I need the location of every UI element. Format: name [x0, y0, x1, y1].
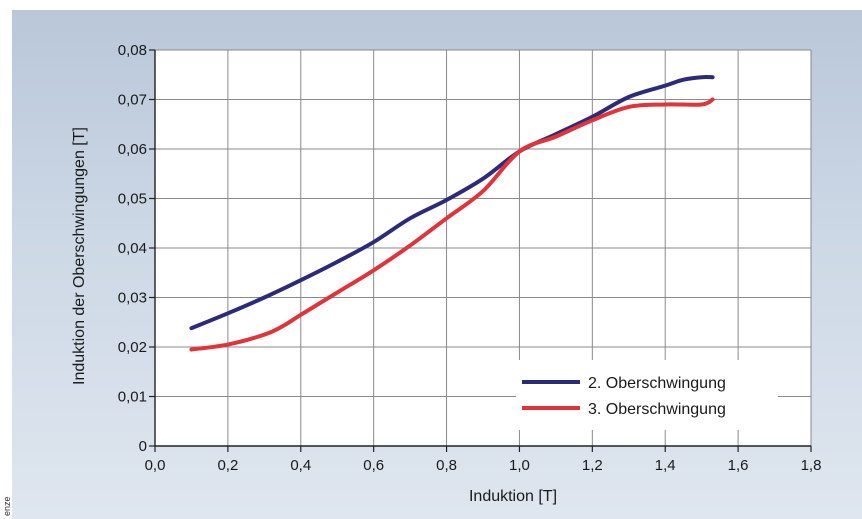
legend-label-2-oberschwingung: 2. Oberschwingung [588, 375, 726, 392]
series-lines [189, 75, 715, 352]
y-axis-title: Induktion der Oberschwingungen [T] [71, 127, 88, 385]
x-tick-label: 1,0 [509, 457, 530, 474]
y-tick-label: 0,02 [118, 339, 147, 356]
x-tick-label: 1,2 [582, 457, 603, 474]
series-line-3-oberschwingung [189, 97, 715, 352]
x-tick-label: 1,6 [728, 457, 749, 474]
axes [149, 49, 812, 452]
y-tick-label: 0,05 [118, 191, 147, 208]
y-tick-label: 0,08 [118, 42, 147, 59]
x-tick-label: 0,4 [290, 457, 311, 474]
x-tick-label: 0,6 [363, 457, 384, 474]
legend-label-3-oberschwingung: 3. Oberschwingung [588, 401, 726, 418]
x-axis-title: Induktion [T] [469, 488, 557, 505]
y-tick-label: 0 [139, 438, 147, 455]
x-tick-labels: 0,0 0,2 0,4 0,6 0,8 1,0 1,2 1,4 1,6 1,8 [145, 457, 822, 474]
series-line-2-oberschwingung [189, 75, 715, 331]
x-tick-label: 1,4 [655, 457, 676, 474]
y-tick-label: 0,04 [118, 240, 147, 257]
x-tick-label: 1,8 [801, 457, 822, 474]
y-tick-label: 0,06 [118, 141, 147, 158]
legend: 2. Oberschwingung 3. Oberschwingung [516, 360, 778, 430]
x-tick-label: 0,0 [145, 457, 166, 474]
y-tick-label: 0,03 [118, 290, 147, 307]
y-tick-label: 0,01 [118, 389, 147, 406]
legend-box [516, 360, 778, 430]
x-tick-label: 0,8 [436, 457, 457, 474]
y-tick-labels: 0 0,01 0,02 0,03 0,04 0,05 0,06 0,07 0,08 [118, 42, 147, 455]
y-tick-label: 0,07 [118, 92, 147, 109]
x-tick-label: 0,2 [217, 457, 238, 474]
